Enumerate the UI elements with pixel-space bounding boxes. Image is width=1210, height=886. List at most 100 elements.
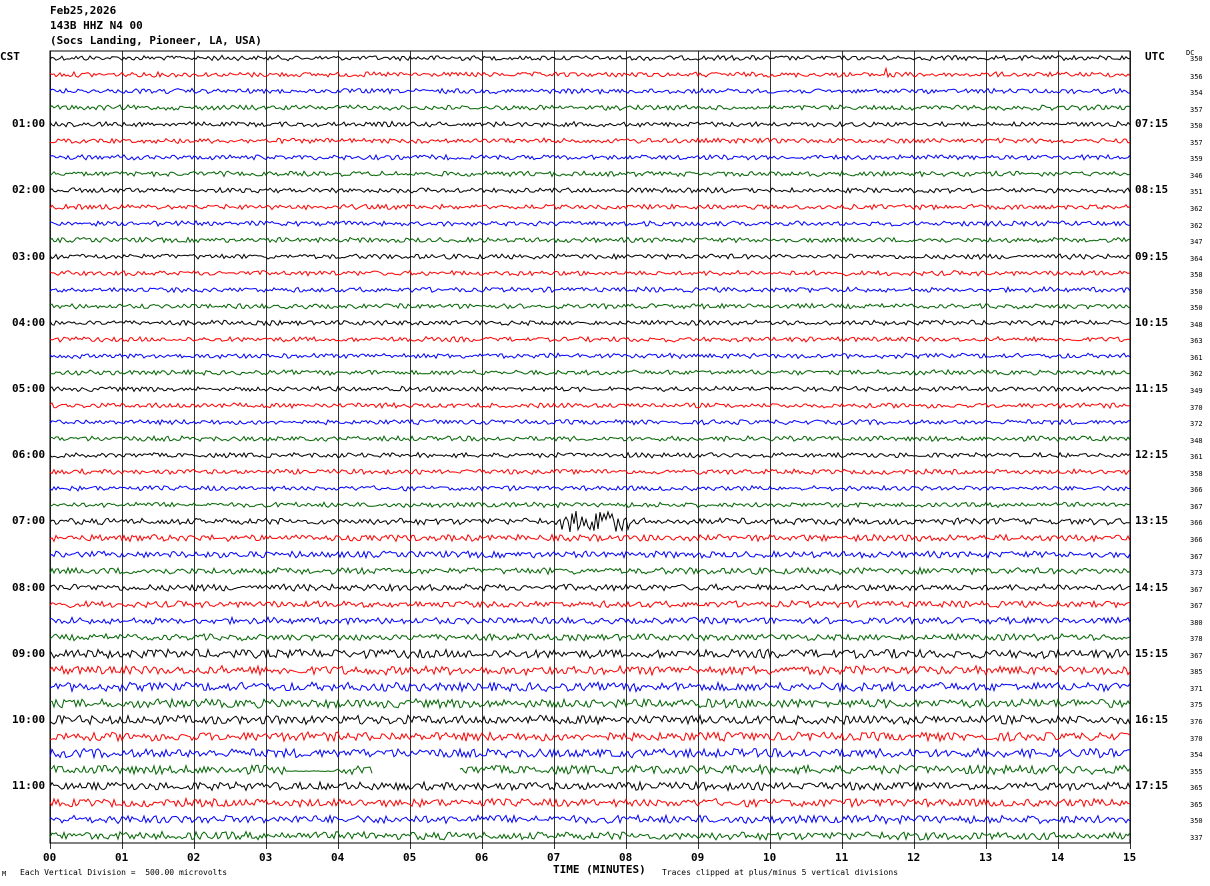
seismic-trace-45 — [49, 780, 1131, 793]
dc-offset-value: 366 — [1190, 486, 1203, 495]
right-timezone-label: UTC — [1145, 50, 1165, 63]
seismic-trace-16 — [49, 302, 1131, 310]
seismic-trace-31 — [49, 549, 1131, 560]
left-hour-label: 02:00 — [12, 183, 46, 197]
x-tick-label: 00 — [43, 851, 57, 864]
dc-offset-value: 378 — [1190, 635, 1203, 644]
seismic-trace-47 — [49, 813, 1131, 826]
scale-note: Each Vertical Division = 500.00 microvol… — [20, 868, 228, 877]
seismic-trace-11 — [49, 219, 1131, 228]
station-code: 143B HHZ N4 00 — [50, 19, 143, 32]
dc-offset-value: 372 — [1190, 420, 1203, 429]
x-tick-label: 11 — [835, 851, 849, 864]
dc-offset-value: 367 — [1190, 585, 1203, 594]
seismic-trace-40 — [49, 697, 1131, 710]
dc-offset-value: 367 — [1190, 502, 1203, 511]
seismic-trace-5 — [49, 120, 1131, 128]
seismic-trace-2 — [49, 66, 1131, 79]
dc-offset-value: 366 — [1190, 535, 1203, 544]
dc-offset-value: 350 — [1190, 287, 1203, 296]
dc-offset-value: 358 — [1190, 469, 1203, 478]
right-hour-label: 17:15 — [1135, 779, 1169, 793]
right-hour-label: 10:15 — [1135, 315, 1169, 329]
seismic-trace-20 — [49, 368, 1131, 377]
seismic-trace-9 — [49, 186, 1131, 194]
dc-offset-value: 356 — [1190, 72, 1203, 81]
seismic-trace-43 — [49, 747, 1131, 760]
seismic-trace-36 — [49, 632, 1131, 642]
right-hour-label: 14:15 — [1135, 580, 1169, 594]
left-hour-label: 04:00 — [12, 315, 46, 329]
dc-offset-value: 350 — [1190, 122, 1203, 131]
seismic-trace-17 — [49, 319, 1131, 327]
dc-offset-value: 359 — [1190, 155, 1203, 164]
chart-date: Feb25,2026 — [50, 4, 117, 17]
seismic-trace-26 — [49, 467, 1131, 476]
left-hour-label: 01:00 — [12, 117, 46, 131]
right-hour-label: 15:15 — [1135, 646, 1169, 660]
dc-offset-value: 370 — [1190, 734, 1203, 743]
x-tick-label: 03 — [259, 851, 273, 864]
left-hour-label: 07:00 — [12, 514, 46, 528]
seismic-trace-6 — [50, 137, 1131, 145]
dc-offset-value: 351 — [1190, 188, 1203, 197]
dc-offset-value: 358 — [1190, 271, 1203, 280]
dc-label: DC — [1186, 49, 1195, 57]
seismic-trace-46 — [49, 796, 1131, 809]
seismic-trace-48 — [49, 830, 1131, 842]
dc-offset-value: 362 — [1190, 204, 1203, 213]
dc-offset-value: 365 — [1190, 800, 1203, 809]
dc-offset-value: 355 — [1190, 767, 1203, 776]
x-tick-label: 04 — [331, 851, 345, 864]
right-hour-label: 07:15 — [1135, 117, 1169, 131]
seismic-trace-13 — [49, 252, 1131, 261]
seismic-trace-29 — [49, 510, 1131, 533]
dc-offset-value: 366 — [1190, 519, 1203, 528]
dc-offset-value: 357 — [1190, 138, 1203, 147]
x-tick-label: 06 — [475, 851, 489, 864]
left-hour-label: 06:00 — [12, 448, 46, 462]
dc-offset-value: 350 — [1190, 817, 1203, 826]
seismic-trace-3 — [49, 87, 1131, 95]
seismic-trace-28 — [49, 501, 1131, 509]
dc-offset-value: 367 — [1190, 552, 1203, 561]
seismic-trace-38 — [49, 664, 1131, 677]
x-tick-label: 07 — [547, 851, 561, 864]
seismic-trace-23 — [49, 418, 1131, 426]
x-axis-label: TIME (MINUTES) — [553, 863, 646, 876]
seismic-trace-32 — [49, 566, 1131, 576]
right-hour-label: 11:15 — [1135, 382, 1169, 395]
seismic-trace-33 — [49, 582, 1131, 593]
left-hour-label: 10:00 — [12, 713, 46, 726]
seismic-trace-42 — [49, 730, 1131, 743]
seismic-trace-41 — [49, 713, 1131, 726]
dc-offset-value: 337 — [1190, 833, 1203, 842]
seismic-trace-24 — [49, 434, 1131, 443]
dc-offset-value: 350 — [1190, 55, 1203, 63]
dc-offset-value: 354 — [1190, 751, 1203, 760]
dc-offset-value: 363 — [1190, 337, 1203, 346]
seismic-trace-12 — [49, 236, 1131, 244]
dc-offset-value: 370 — [1190, 403, 1203, 412]
seismic-trace-27 — [49, 484, 1131, 492]
x-tick-label: 10 — [763, 851, 777, 864]
seismic-trace-7 — [49, 153, 1131, 161]
x-tick-label: 15 — [1123, 851, 1137, 864]
right-hour-label: 16:15 — [1135, 713, 1169, 726]
dc-offset-value: 385 — [1190, 668, 1203, 677]
right-hour-label: 09:15 — [1135, 249, 1169, 263]
dc-offset-value: 371 — [1190, 684, 1203, 693]
dc-offset-value: 361 — [1190, 453, 1203, 462]
x-tick-label: 09 — [691, 851, 705, 864]
dc-offset-value: 375 — [1190, 701, 1203, 710]
left-hour-label: 03:00 — [12, 249, 46, 263]
seismic-trace-19 — [49, 352, 1131, 360]
dc-offset-value: 373 — [1190, 569, 1203, 578]
seismic-trace-21 — [49, 385, 1131, 393]
seismic-trace-8 — [49, 170, 1131, 178]
seismic-trace-4 — [49, 104, 1131, 112]
seismic-trace-25 — [49, 451, 1131, 459]
dc-offset-value: 348 — [1190, 320, 1203, 329]
left-hour-label: 09:00 — [12, 646, 46, 660]
seismic-trace-15 — [49, 285, 1131, 294]
